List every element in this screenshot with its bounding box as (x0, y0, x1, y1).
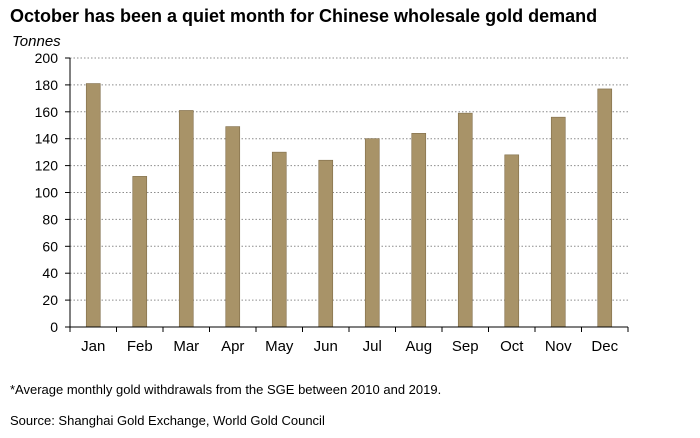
x-tick-label: Apr (221, 338, 244, 355)
bar-dec (597, 88, 613, 328)
x-tick-label: Jun (314, 338, 338, 355)
x-tick-label: Sep (452, 338, 479, 355)
footnote: *Average monthly gold withdrawals from t… (10, 382, 442, 397)
bar-nov (550, 116, 566, 328)
y-tick-label: 40 (42, 265, 58, 281)
y-tick-label: 80 (42, 211, 58, 227)
bar-apr (225, 126, 241, 328)
bar-feb (132, 176, 148, 328)
x-tick-label: Jul (363, 338, 382, 355)
bars (85, 83, 613, 328)
bar-jun (318, 159, 334, 328)
axes (65, 57, 629, 332)
y-tick-label: 120 (35, 158, 59, 174)
y-tick-label: 60 (42, 238, 58, 254)
bar-mar (178, 110, 194, 328)
y-tick-label: 140 (35, 131, 59, 147)
y-tick-label: 100 (35, 185, 59, 201)
x-tick-label: Nov (545, 338, 572, 355)
y-tick-label: 180 (35, 77, 59, 93)
bar-aug (411, 133, 427, 328)
x-tick-label: Jan (81, 338, 105, 355)
bar-oct (504, 154, 520, 328)
y-tick-label: 20 (42, 292, 58, 308)
x-tick-label: May (265, 338, 294, 355)
gridlines (70, 57, 628, 301)
bar-sep (457, 112, 473, 328)
x-tick-label: Mar (173, 338, 199, 355)
y-tick-label: 160 (35, 104, 59, 120)
x-tick-label: Dec (591, 338, 618, 355)
y-tick-label: 0 (50, 319, 58, 335)
y-axis-unit-label: Tonnes (12, 33, 61, 50)
bar-jul (364, 138, 380, 328)
chart-title: October has been a quiet month for Chine… (10, 6, 598, 26)
bar-may (271, 151, 287, 328)
source-note: Source: Shanghai Gold Exchange, World Go… (10, 413, 325, 428)
bar-jan (85, 83, 101, 328)
y-tick-label: 200 (35, 50, 59, 66)
x-tick-label: Aug (405, 338, 432, 355)
tick-labels: 0 20 40 60 80 100 120 140 160 180 200 Jan Feb Mar Apr M… (35, 50, 619, 355)
x-tick-label: Oct (500, 338, 524, 355)
x-tick-label: Feb (127, 338, 153, 355)
